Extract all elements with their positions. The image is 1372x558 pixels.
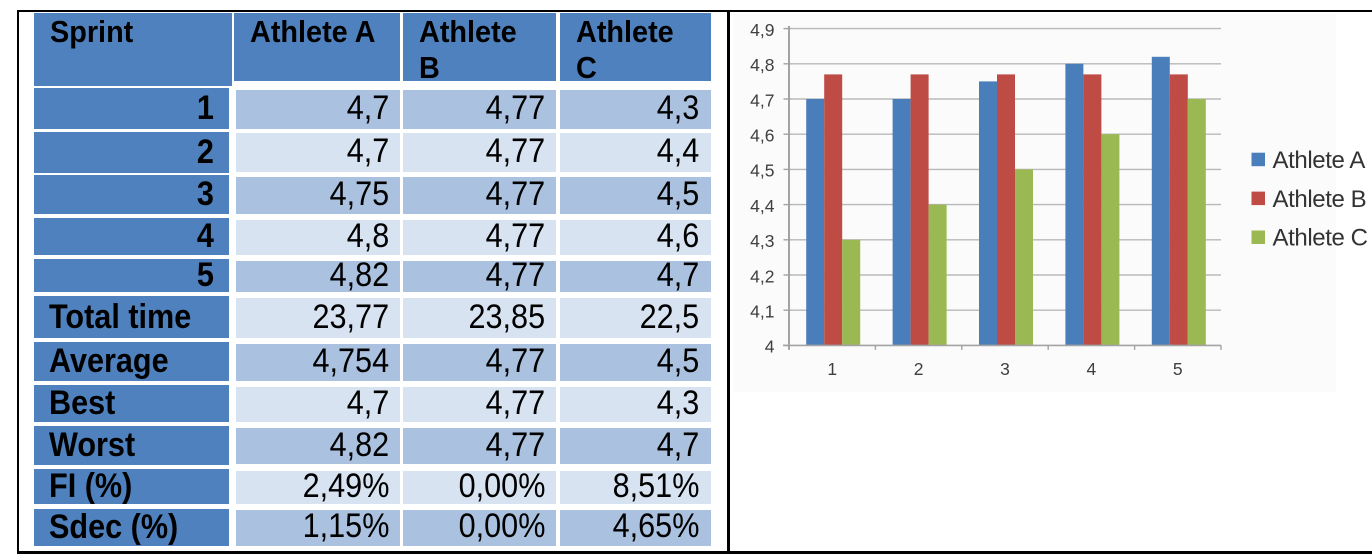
- svg-text:1: 1: [827, 359, 837, 379]
- svg-text:Athlete A: Athlete A: [1273, 147, 1366, 174]
- svg-text:4,3: 4,3: [750, 231, 774, 251]
- svg-text:4: 4: [1087, 359, 1097, 379]
- svg-text:4,7: 4,7: [750, 90, 774, 110]
- svg-text:4,6: 4,6: [750, 126, 774, 146]
- svg-text:Athlete B: Athlete B: [1273, 186, 1367, 213]
- svg-text:Athlete C: Athlete C: [1273, 225, 1368, 252]
- svg-text:4,9: 4,9: [750, 20, 774, 40]
- svg-text:4,1: 4,1: [750, 302, 774, 322]
- svg-text:4,2: 4,2: [750, 266, 774, 286]
- svg-text:4,8: 4,8: [750, 55, 774, 75]
- svg-text:3: 3: [1000, 359, 1010, 379]
- svg-text:4,5: 4,5: [750, 161, 774, 181]
- svg-text:5: 5: [1173, 359, 1183, 379]
- svg-text:4,4: 4,4: [750, 196, 775, 216]
- svg-text:2: 2: [914, 359, 924, 379]
- svg-text:4: 4: [765, 337, 775, 357]
